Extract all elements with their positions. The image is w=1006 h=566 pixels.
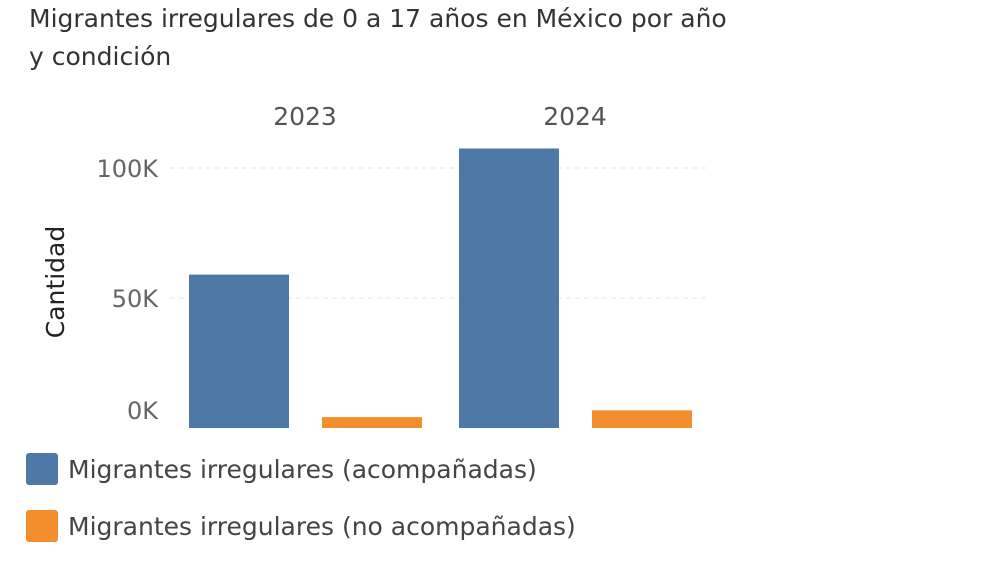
legend-label: Migrantes irregulares (acompañadas) (68, 454, 537, 484)
legend-item: Migrantes irregulares (no acompañadas) (26, 506, 576, 546)
bar-2023-acompanadas (189, 274, 289, 428)
legend-label: Migrantes irregulares (no acompañadas) (68, 511, 576, 541)
bar-chart: 0K 50K 100K 2023 2024 Cantidad (41, 102, 706, 428)
legend-swatch (26, 510, 58, 542)
year-label: 2023 (273, 102, 337, 131)
y-axis-ticks: 0K 50K 100K (96, 155, 159, 425)
year-headers: 2023 2024 (273, 102, 607, 131)
bar-2024-no-acompanadas (592, 410, 692, 428)
bar-2023-no-acompanadas (322, 417, 422, 428)
legend-swatch (26, 453, 58, 485)
bars (189, 148, 692, 428)
legend: Migrantes irregulares (acompañadas) Migra… (26, 449, 576, 546)
year-label: 2024 (543, 102, 607, 131)
y-axis-label: Cantidad (41, 226, 70, 338)
y-tick-label: 50K (112, 285, 160, 313)
bar-2024-acompanadas (459, 148, 559, 428)
chart-title: Migrantes irregulares de 0 a 17 años en … (29, 4, 727, 71)
y-tick-label: 100K (96, 155, 159, 183)
legend-item: Migrantes irregulares (acompañadas) (26, 449, 576, 489)
y-tick-label: 0K (127, 397, 159, 425)
